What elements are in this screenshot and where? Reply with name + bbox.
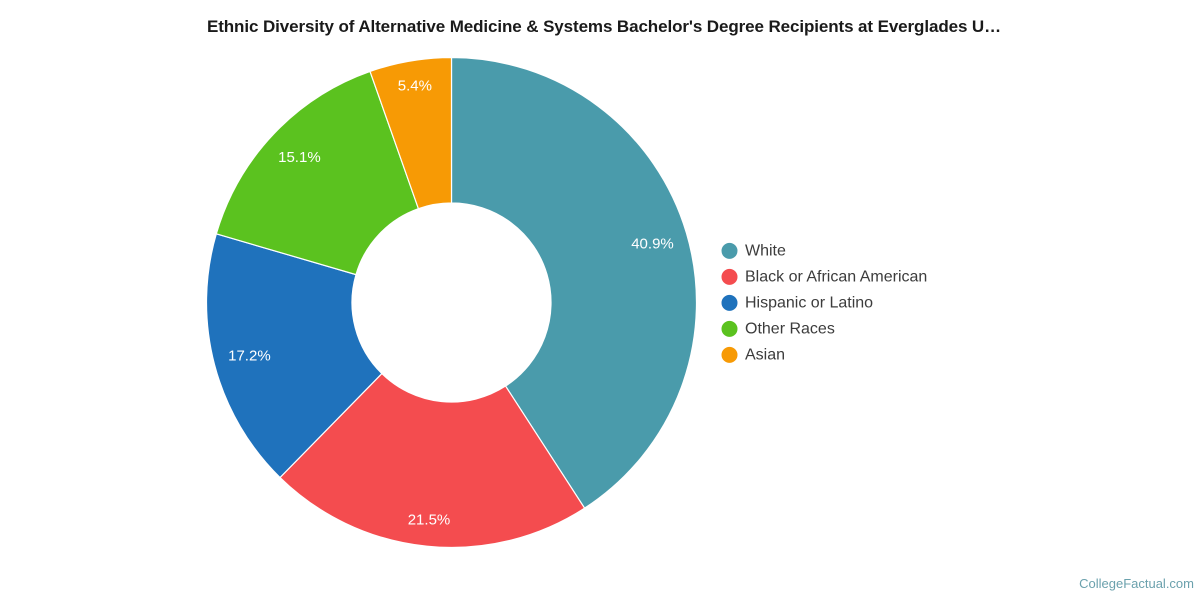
svg-text:15.1%: 15.1% (278, 149, 321, 166)
svg-text:Hispanic or Latino: Hispanic or Latino (745, 294, 873, 311)
svg-text:Black or African American: Black or African American (745, 268, 927, 285)
svg-text:White: White (745, 242, 786, 259)
svg-text:21.5%: 21.5% (408, 512, 451, 529)
svg-text:Asian: Asian (745, 346, 785, 363)
svg-text:40.9%: 40.9% (631, 236, 674, 253)
svg-text:17.2%: 17.2% (228, 348, 271, 365)
svg-text:Other Races: Other Races (745, 320, 835, 337)
svg-text:5.4%: 5.4% (398, 78, 432, 95)
